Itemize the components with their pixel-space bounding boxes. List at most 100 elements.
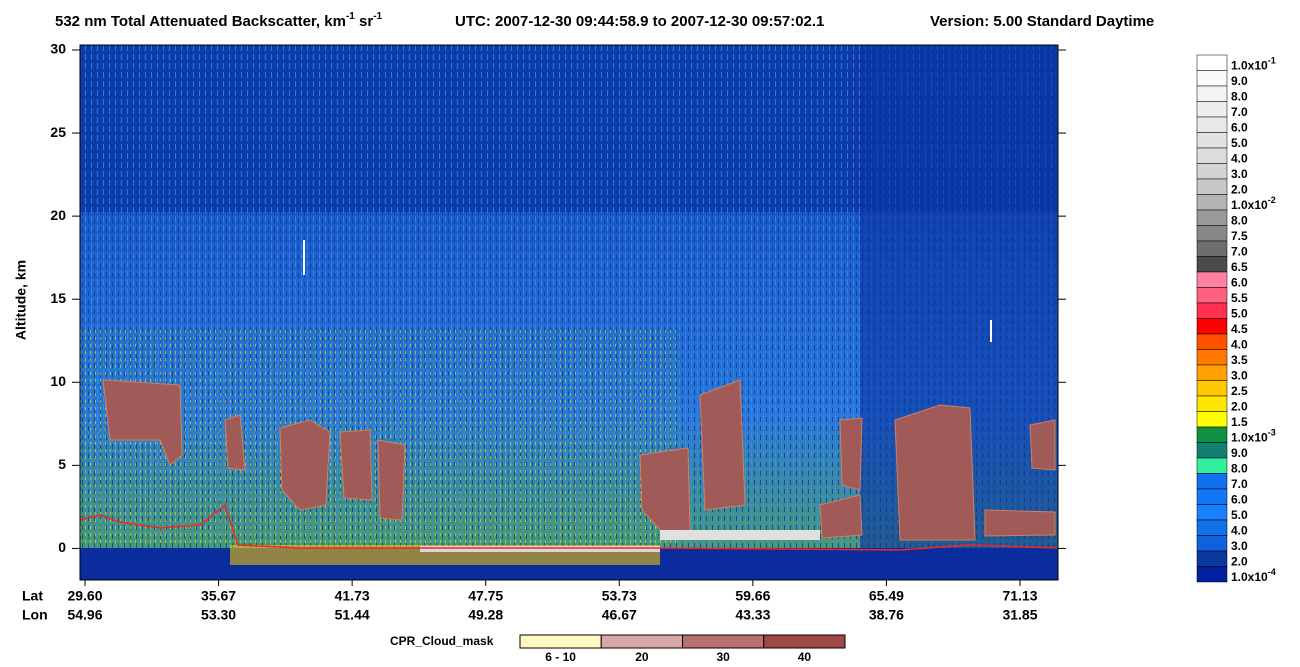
colorbar-segment	[1196, 519, 1228, 536]
x-tick-label: 71.13	[1002, 588, 1037, 604]
cloud-mask-label: 40	[798, 650, 812, 664]
title-superscript: -1	[373, 11, 382, 22]
y-tick-label: 10	[50, 373, 66, 389]
colorbar-label-base: 1.0x10	[1231, 59, 1268, 73]
colorbar-label: 4.0	[1231, 524, 1248, 538]
colorbar-segment	[1196, 442, 1228, 459]
colorbar-segment	[1196, 85, 1228, 102]
x-tick-label: 41.73	[335, 588, 370, 604]
colorbar-label: 3.0	[1231, 167, 1248, 181]
cloud-mask-swatch	[682, 634, 765, 649]
colorbar-segment	[1196, 318, 1228, 335]
colorbar-label: 4.0	[1231, 152, 1248, 166]
colorbar-segment	[1196, 333, 1228, 350]
colorbar-label: 7.0	[1231, 245, 1248, 259]
x-tick-label: 47.75	[468, 588, 503, 604]
colorbar-label-base: 1.0x10	[1231, 570, 1268, 584]
x-tick-label: 49.28	[468, 607, 503, 623]
colorbar-label-base: 1.0x10	[1231, 198, 1268, 212]
x-tick-label: 46.67	[602, 607, 637, 623]
x-tick-label: 35.67	[201, 588, 236, 604]
colorbar-segment	[1196, 194, 1228, 211]
colorbar-segment	[1196, 178, 1228, 195]
colorbar-label: 2.0	[1231, 400, 1248, 414]
colorbar-segment	[1196, 395, 1228, 412]
y-tick-label: 5	[58, 456, 66, 472]
x-tick-label: 43.33	[735, 607, 770, 623]
backscatter-image	[79, 45, 1059, 580]
colorbar-segment	[1196, 380, 1228, 397]
colorbar-segment	[1196, 116, 1228, 133]
colorbar-label: 6.0	[1231, 493, 1248, 507]
cloud-mask-swatch	[519, 634, 602, 649]
colorbar-segment	[1196, 101, 1228, 118]
colorbar-label-exponent: -2	[1268, 195, 1276, 205]
colorbar-segment	[1196, 349, 1228, 366]
utc-range: UTC: 2007-12-30 09:44:58.9 to 2007-12-30…	[455, 13, 824, 30]
colorbar-label: 5.0	[1231, 136, 1248, 150]
colorbar-segment	[1196, 473, 1228, 490]
colorbar-segment	[1196, 566, 1228, 583]
colorbar-label-exponent: -4	[1268, 567, 1276, 577]
colorbar-label: 8.0	[1231, 214, 1248, 228]
y-tick-label: 15	[50, 290, 66, 306]
colorbar-label: 4.5	[1231, 322, 1248, 336]
colorbar-label: 9.0	[1231, 446, 1248, 460]
colorbar-label: 7.0	[1231, 105, 1248, 119]
cloud-mask-label: 20	[635, 650, 649, 664]
chart-title: 532 nm Total Attenuated Backscatter, km-…	[55, 11, 383, 30]
colorbar-label: 5.0	[1231, 508, 1248, 522]
y-tick-label: 25	[50, 124, 66, 140]
y-tick-label: 20	[50, 207, 66, 223]
y-tick-label: 30	[50, 41, 66, 57]
colorbar-label: 6.5	[1231, 260, 1248, 274]
colorbar-segment	[1196, 504, 1228, 521]
colorbar-label: 1.0x10-1	[1231, 56, 1276, 73]
x-tick-label: 29.60	[67, 588, 102, 604]
colorbar-label: 9.0	[1231, 74, 1248, 88]
colorbar-label: 5.0	[1231, 307, 1248, 321]
cloud-mask-swatch	[600, 634, 683, 649]
cloud-mask-label: 30	[716, 650, 730, 664]
x-tick-label: 51.44	[335, 607, 370, 623]
y-axis-label: Altitude, km	[13, 260, 29, 340]
colorbar-segment	[1196, 240, 1228, 257]
colorbar-segment	[1196, 302, 1228, 319]
cloud-mask-label: 6 - 10	[545, 650, 576, 664]
colorbar-label: 1.0x10-2	[1231, 195, 1276, 212]
colorbar-label: 7.0	[1231, 477, 1248, 491]
plot-frame	[79, 44, 1059, 581]
colorbar-segment	[1196, 163, 1228, 180]
colorbar-label: 8.0	[1231, 462, 1248, 476]
colorbar-segment	[1196, 225, 1228, 242]
x-row-name: Lon	[22, 607, 48, 623]
x-tick-label: 54.96	[67, 607, 102, 623]
colorbar-segment	[1196, 550, 1228, 567]
colorbar-label: 2.5	[1231, 384, 1248, 398]
title-superscript: -1	[346, 11, 355, 22]
colorbar-label: 6.0	[1231, 121, 1248, 135]
version: Version: 5.00 Standard Daytime	[930, 13, 1154, 30]
colorbar-segment	[1196, 364, 1228, 381]
x-tick-label: 65.49	[869, 588, 904, 604]
colorbar-label: 1.5	[1231, 415, 1248, 429]
colorbar-label: 2.0	[1231, 555, 1248, 569]
x-tick-label: 31.85	[1002, 607, 1037, 623]
colorbar-label: 3.0	[1231, 369, 1248, 383]
colorbar-segment	[1196, 271, 1228, 288]
x-row-name: Lat	[22, 588, 43, 604]
colorbar-segment	[1196, 256, 1228, 273]
x-tick-label: 53.30	[201, 607, 236, 623]
colorbar-segment	[1196, 209, 1228, 226]
y-tick-label: 0	[58, 539, 66, 555]
colorbar-segment	[1196, 287, 1228, 304]
colorbar-label: 3.5	[1231, 353, 1248, 367]
colorbar-segment	[1196, 488, 1228, 505]
colorbar-label: 2.0	[1231, 183, 1248, 197]
colorbar-label: 6.0	[1231, 276, 1248, 290]
colorbar-label: 1.0x10-3	[1231, 428, 1276, 445]
cloud-mask-swatch	[763, 634, 846, 649]
colorbar-segment	[1196, 70, 1228, 87]
x-tick-label: 53.73	[602, 588, 637, 604]
